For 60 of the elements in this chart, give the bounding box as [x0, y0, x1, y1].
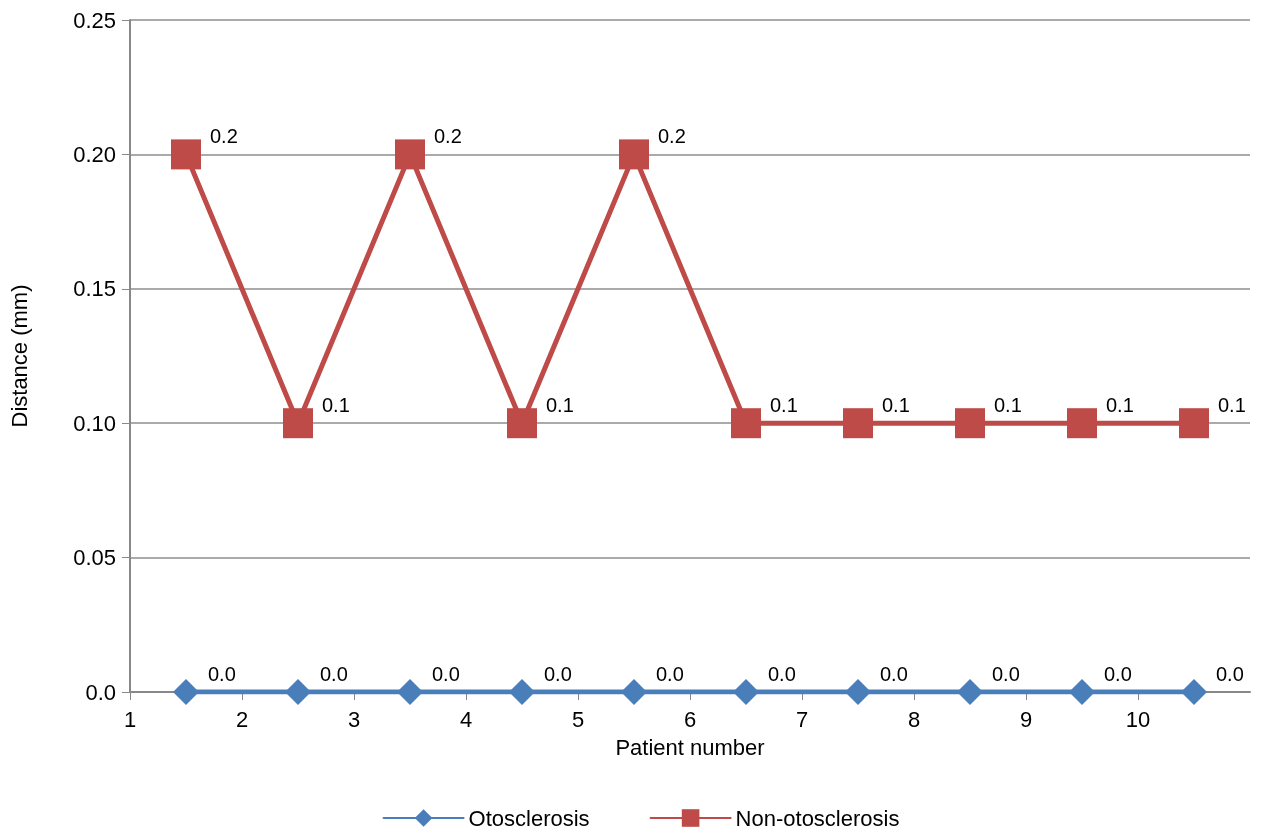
data-label: 0.2: [658, 125, 686, 148]
data-label: 0.1: [882, 394, 910, 417]
point: [619, 139, 649, 170]
point: [845, 679, 871, 705]
legend-label: Otosclerosis: [468, 805, 590, 831]
y-tick-label: 0.20: [73, 141, 116, 167]
data-label: 0.0: [1104, 663, 1132, 685]
data-label: 0.0: [880, 663, 908, 685]
data-label: 0.0: [992, 663, 1020, 685]
point: [955, 408, 985, 439]
x-tick-label: 2: [235, 706, 249, 732]
point: [285, 679, 311, 705]
point: [397, 679, 423, 705]
point: [1181, 679, 1207, 705]
point: [843, 408, 873, 439]
data-label: 0.1: [546, 394, 574, 417]
point: [509, 679, 535, 705]
y-tick-label: 0.05: [73, 545, 116, 571]
data-label: 0.1: [770, 394, 798, 417]
x-tick-label: 7: [795, 706, 809, 732]
x-tick-label: 8: [907, 706, 921, 732]
point: [957, 679, 983, 705]
point: [1179, 408, 1209, 439]
data-label: 0.0: [432, 663, 460, 685]
point: [507, 408, 537, 439]
x-tick-label: 10: [1125, 706, 1151, 732]
x-tick-label: 4: [459, 706, 473, 732]
data-label: 0.1: [322, 394, 350, 417]
data-label: 0.0: [768, 663, 796, 685]
x-tick-label: 1: [123, 706, 137, 732]
x-tick-label: 9: [1019, 706, 1033, 732]
data-label: 0.2: [210, 125, 238, 148]
point: [173, 679, 199, 705]
data-label: 0.1: [1106, 394, 1134, 417]
data-label: 0.0: [544, 663, 572, 685]
data-label: 0.0: [656, 663, 684, 685]
y-tick-label: 0.10: [73, 410, 116, 436]
point: [731, 408, 761, 439]
point: [171, 139, 201, 170]
point: [733, 679, 759, 705]
y-axis-title: Distance (mm): [6, 284, 32, 428]
data-label: 0.1: [994, 394, 1022, 417]
data-label: 0.2: [434, 125, 462, 148]
point: [1069, 679, 1095, 705]
legend-label: Non-otosclerosis: [735, 805, 900, 831]
x-tick-label: 6: [683, 706, 697, 732]
data-label: 0.0: [320, 663, 348, 685]
x-tick-label: 5: [571, 706, 585, 732]
point: [283, 408, 313, 439]
point: [395, 139, 425, 170]
point: [1067, 408, 1097, 439]
y-tick-label: 0.0: [85, 679, 116, 705]
x-axis-title: Patient number: [615, 734, 765, 760]
data-label: 0.1: [1218, 394, 1246, 417]
data-label: 0.0: [1216, 663, 1244, 685]
data-label: 0.0: [208, 663, 236, 685]
x-tick-label: 3: [347, 706, 361, 732]
y-tick-label: 0.25: [73, 7, 116, 33]
point: [621, 679, 647, 705]
y-tick-label: 0.15: [73, 276, 116, 302]
